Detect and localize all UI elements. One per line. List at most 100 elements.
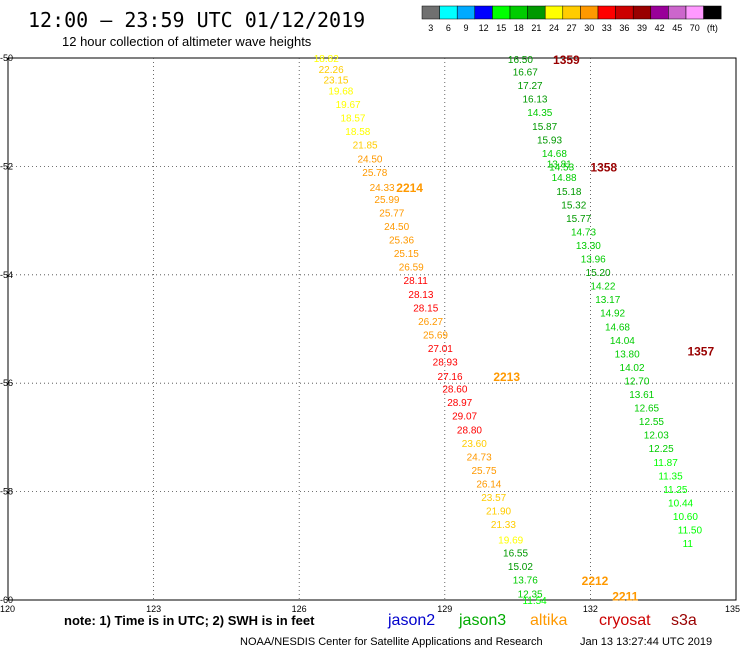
wave-height-label: 14.02 <box>620 363 645 374</box>
wave-height-label: 11.35 <box>658 471 683 482</box>
colorbar-swatch <box>632 5 652 20</box>
wave-height-label: 11.87 <box>653 458 678 469</box>
grid <box>8 58 736 600</box>
colorbar-swatch <box>703 5 722 20</box>
colorbar-swatch <box>580 5 599 20</box>
colorbar-label: 27 <box>567 23 577 33</box>
colorbar-swatch <box>527 5 546 20</box>
wave-height-label: 23.57 <box>481 493 506 504</box>
wave-height-label: 16.67 <box>513 68 538 79</box>
colorbar-label: 9 <box>463 23 468 33</box>
wave-height-label: 28.13 <box>408 290 433 301</box>
wave-height-label: 28.80 <box>457 425 482 436</box>
colorbar-swatch <box>421 5 440 20</box>
wave-height-label: 24.33 <box>370 183 395 194</box>
chart-title: 12:00 – 23:59 UTC 01/12/2019 <box>28 8 365 32</box>
colorbar-label: 70 <box>690 23 700 33</box>
legend-cryosat: cryosat <box>599 612 651 629</box>
wave-height-label: 12.65 <box>634 404 659 415</box>
wave-height-label: 14.88 <box>552 173 577 184</box>
y-tick-label: -60 <box>0 595 13 605</box>
satellite-legend: jason2 jason3 altika cryosat s3a <box>387 612 697 629</box>
colorbar-swatch <box>597 5 616 20</box>
x-tick-label: 126 <box>292 604 307 614</box>
colorbar-swatch <box>650 5 669 20</box>
wave-height-label: 25.77 <box>379 208 404 219</box>
y-tick-label: -56 <box>0 378 13 388</box>
track-number-label: 1359 <box>553 53 580 67</box>
plot-border <box>7 57 737 601</box>
wave-height-label: 18.57 <box>340 114 365 125</box>
wave-height-label: 24.50 <box>357 154 382 165</box>
wave-height-label: 22.26 <box>319 65 344 76</box>
wave-height-label: 11.54 <box>522 596 547 607</box>
wave-height-label: 25.99 <box>374 195 399 206</box>
wave-height-label: 27.01 <box>428 344 453 355</box>
wave-height-label: 26.14 <box>476 479 501 490</box>
wave-height-label: 26.59 <box>399 263 424 274</box>
wave-height-label: 15.32 <box>561 200 586 211</box>
wave-height-label: 25.78 <box>362 168 387 179</box>
legend-altika: altika <box>530 612 567 629</box>
colorbar-swatch <box>544 5 564 20</box>
wave-height-label: 10.44 <box>668 498 693 509</box>
colorbar-label: 24 <box>549 23 559 33</box>
legend-jason2: jason2 <box>387 612 435 629</box>
y-tick-label: -58 <box>0 487 13 497</box>
colorbar-swatch <box>615 5 634 20</box>
wave-height-label: 18.58 <box>345 127 370 138</box>
wave-height-label: 19.68 <box>328 87 353 98</box>
footer-note: note: 1) Time is in UTC; 2) SWH is in fe… <box>64 613 315 628</box>
colorbar-swatch <box>456 5 476 20</box>
wave-height-label: 14.35 <box>527 108 552 119</box>
wave-height-label: 16.13 <box>522 95 547 106</box>
colorbar-label: 12 <box>479 23 489 33</box>
x-tick-label: 132 <box>583 604 598 614</box>
colorbar-label: 6 <box>446 23 451 33</box>
wave-height-label: 12.03 <box>644 431 669 442</box>
footer-credit: NOAA/NESDIS Center for Satellite Applica… <box>240 636 543 648</box>
wave-height-label: 19.67 <box>336 100 361 111</box>
plot-frame <box>7 57 737 601</box>
wave-height-label: 12.70 <box>624 376 649 387</box>
colorbar-swatch <box>562 5 581 20</box>
wave-height-label: 15.87 <box>532 122 557 133</box>
colorbar-label: 42 <box>655 23 665 33</box>
wave-height-label: 11 <box>683 539 694 550</box>
wave-height-label: 27.16 <box>438 372 463 383</box>
wave-height-label: 26.27 <box>418 317 443 328</box>
track-number-label: 2211 <box>612 590 638 604</box>
legend-s3a: s3a <box>671 612 697 629</box>
colorbar-label: 36 <box>619 23 629 33</box>
x-tick-label: 129 <box>437 604 452 614</box>
wave-height-label: 14.04 <box>610 336 635 347</box>
wave-height-label: 25.75 <box>471 466 496 477</box>
wave-height-label: 14.73 <box>571 227 596 238</box>
wave-height-label: 14.22 <box>590 282 615 293</box>
wave-height-label: 19.69 <box>498 535 523 546</box>
wave-height-label: 11.50 <box>678 526 703 537</box>
wave-height-label: 28.93 <box>433 358 458 369</box>
wave-height-label: 13.30 <box>576 241 601 252</box>
legend-jason3: jason3 <box>458 612 506 629</box>
wave-height-label: 10.60 <box>673 512 698 523</box>
footer-timestamp: Jan 13 13:27:44 UTC 2019 <box>580 636 712 648</box>
wave-height-label: 13.96 <box>581 255 606 266</box>
wave-height-label: 23.15 <box>323 76 348 87</box>
wave-height-label: 14.68 <box>542 149 567 160</box>
wave-height-label: 28.60 <box>442 385 467 396</box>
wave-height-label: 15.02 <box>508 562 533 573</box>
wave-height-label: 11.25 <box>663 485 688 496</box>
wave-height-label: 24.73 <box>467 452 492 463</box>
wave-height-label: 13.76 <box>513 575 538 586</box>
colorbar-label: 21 <box>531 23 541 33</box>
colorbar-label: 18 <box>514 23 524 33</box>
colorbar-swatch <box>474 5 493 20</box>
y-tick-label: -50 <box>0 53 13 63</box>
x-tick-label: 120 <box>0 604 15 614</box>
colorbar-label: 15 <box>496 23 506 33</box>
colorbar-swatch <box>492 5 511 20</box>
